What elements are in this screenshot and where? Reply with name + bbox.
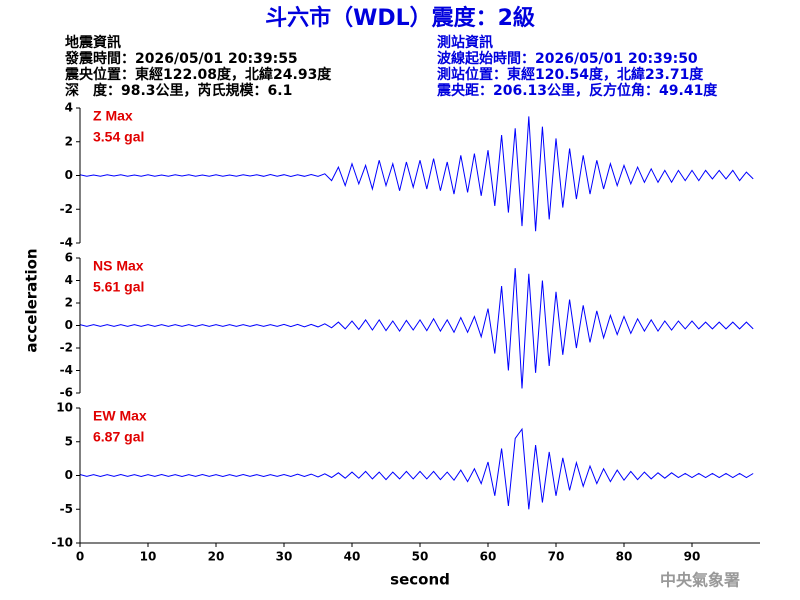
- component-label: EW Max: [93, 408, 147, 424]
- x-tick-label: 60: [480, 550, 497, 564]
- station-info: 測站位置：東經120.54度，北緯23.71度: [437, 66, 704, 83]
- station-info: 震央距：206.13公里，反方位角：49.41度: [436, 82, 718, 99]
- event-info: 震央位置：東經122.08度，北緯24.93度: [64, 66, 332, 83]
- y-tick-label: 0: [65, 468, 73, 482]
- waveform: [79, 268, 754, 389]
- x-tick-label: 70: [548, 550, 565, 564]
- max-label: 6.87 gal: [93, 429, 144, 445]
- event-info: 深 度：98.3公里，芮氏規模：6.1: [65, 82, 292, 99]
- component-label: Z Max: [93, 108, 133, 124]
- max-label: 5.61 gal: [93, 279, 144, 295]
- x-tick-label: 20: [208, 550, 225, 564]
- agency: 中央氣象署: [660, 571, 740, 590]
- y-tick-label: -2: [60, 202, 73, 216]
- y-tick-label: -4: [60, 236, 73, 250]
- x-tick-label: 90: [684, 550, 701, 564]
- x-tick-label: 0: [76, 550, 84, 564]
- y-tick-label: 0: [65, 168, 73, 182]
- y-tick-label: -5: [60, 502, 73, 516]
- waveform: [79, 427, 754, 510]
- x-tick-label: 10: [140, 550, 157, 564]
- y-tick-label: 2: [65, 134, 73, 148]
- x-tick-label: 50: [412, 550, 429, 564]
- station-info: 波線起始時間：2026/05/01 20:39:50: [437, 50, 698, 67]
- y-tick-label: 0: [65, 318, 73, 332]
- x-axis-label: second: [390, 571, 450, 589]
- waveform: [79, 116, 754, 232]
- event-info: 發震時間：2026/05/01 20:39:55: [64, 50, 298, 67]
- x-tick-label: 40: [344, 550, 361, 564]
- y-tick-label: -2: [60, 341, 73, 355]
- event-info: 地震資訊: [65, 34, 121, 51]
- y-tick-label: -4: [60, 363, 73, 377]
- x-tick-label: 80: [616, 550, 633, 564]
- x-tick-label: 30: [276, 550, 293, 564]
- y-tick-label: -10: [51, 536, 73, 550]
- y-tick-label: 2: [65, 296, 73, 310]
- y-tick-label: 4: [65, 101, 73, 115]
- max-label: 3.54 gal: [93, 129, 144, 145]
- y-tick-label: 5: [65, 434, 73, 448]
- y-tick-label: -6: [60, 386, 73, 400]
- y-tick-label: 10: [56, 401, 73, 415]
- station-info: 測站資訊: [437, 34, 493, 51]
- y-tick-label: 4: [65, 273, 73, 287]
- y-axis-label: acceleration: [23, 248, 41, 352]
- title: 斗六市（WDL）震度：2級: [265, 5, 535, 31]
- component-label: NS Max: [93, 258, 144, 274]
- y-tick-label: 6: [65, 251, 73, 265]
